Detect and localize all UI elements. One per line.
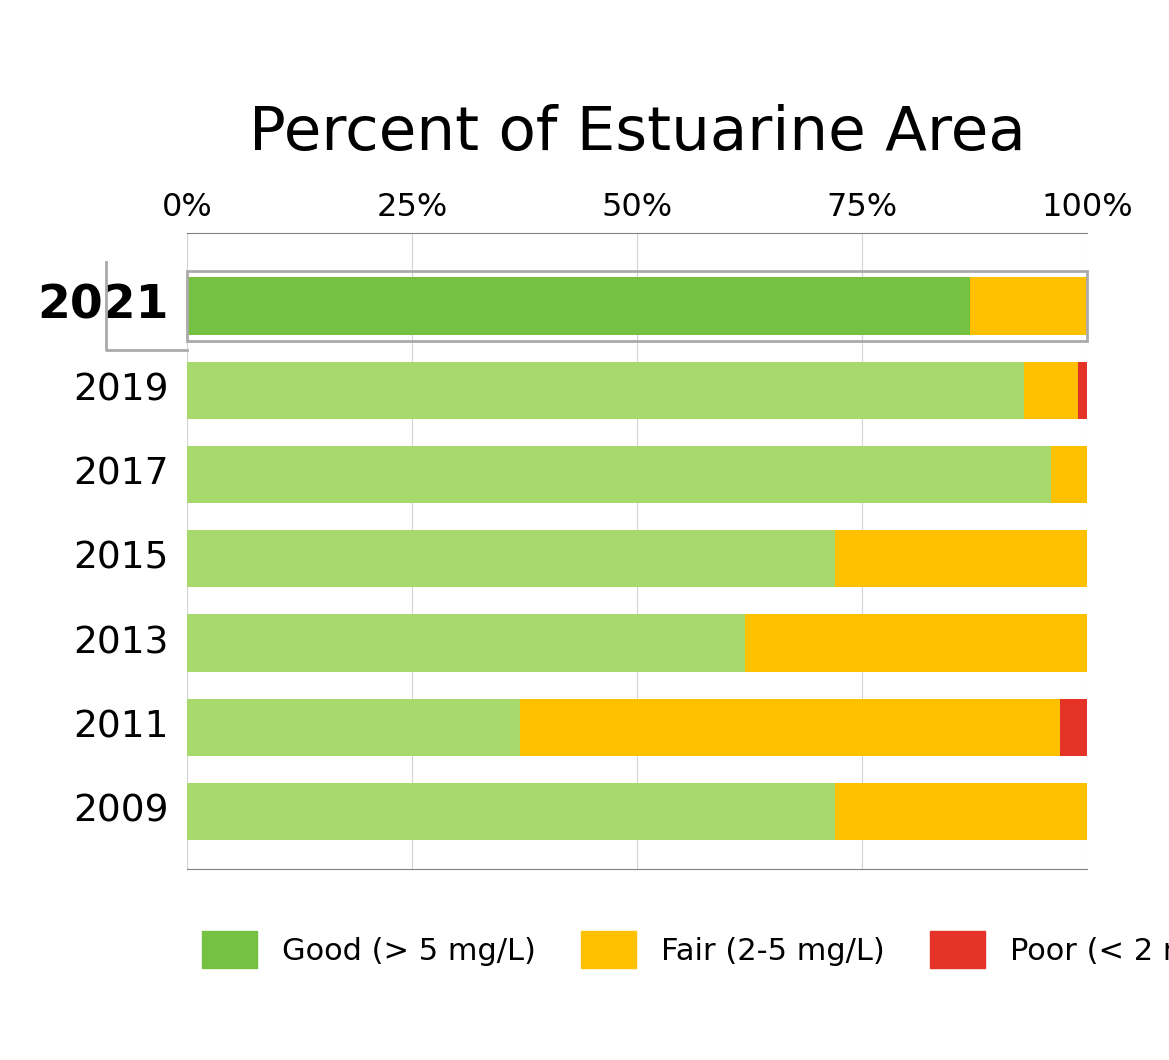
Bar — [187, 783, 835, 841]
Title: Percent of Estuarine Area: Percent of Estuarine Area — [249, 104, 1025, 163]
Text: 2009: 2009 — [74, 794, 170, 830]
Text: 2019: 2019 — [74, 372, 170, 408]
Text: 2015: 2015 — [74, 541, 170, 577]
Bar — [970, 278, 1087, 335]
Bar — [187, 615, 745, 672]
Text: 2011: 2011 — [74, 709, 170, 745]
Bar — [1060, 699, 1087, 756]
Legend: Good (> 5 mg/L), Fair (2-5 mg/L), Poor (< 2 mg/L): Good (> 5 mg/L), Fair (2-5 mg/L), Poor (… — [202, 931, 1169, 969]
Text: 2013: 2013 — [74, 625, 170, 661]
Bar — [835, 783, 1087, 841]
Bar — [1024, 361, 1078, 419]
Bar — [187, 361, 1024, 419]
Bar — [1078, 361, 1087, 419]
Bar — [745, 615, 1087, 672]
Bar — [1051, 446, 1087, 504]
Bar — [187, 278, 970, 335]
Bar — [520, 699, 1060, 756]
Bar — [187, 446, 1051, 504]
Text: 2017: 2017 — [74, 457, 170, 493]
Bar — [187, 530, 835, 587]
Bar — [835, 530, 1087, 587]
Text: 2021: 2021 — [37, 283, 170, 329]
Bar — [187, 699, 520, 756]
